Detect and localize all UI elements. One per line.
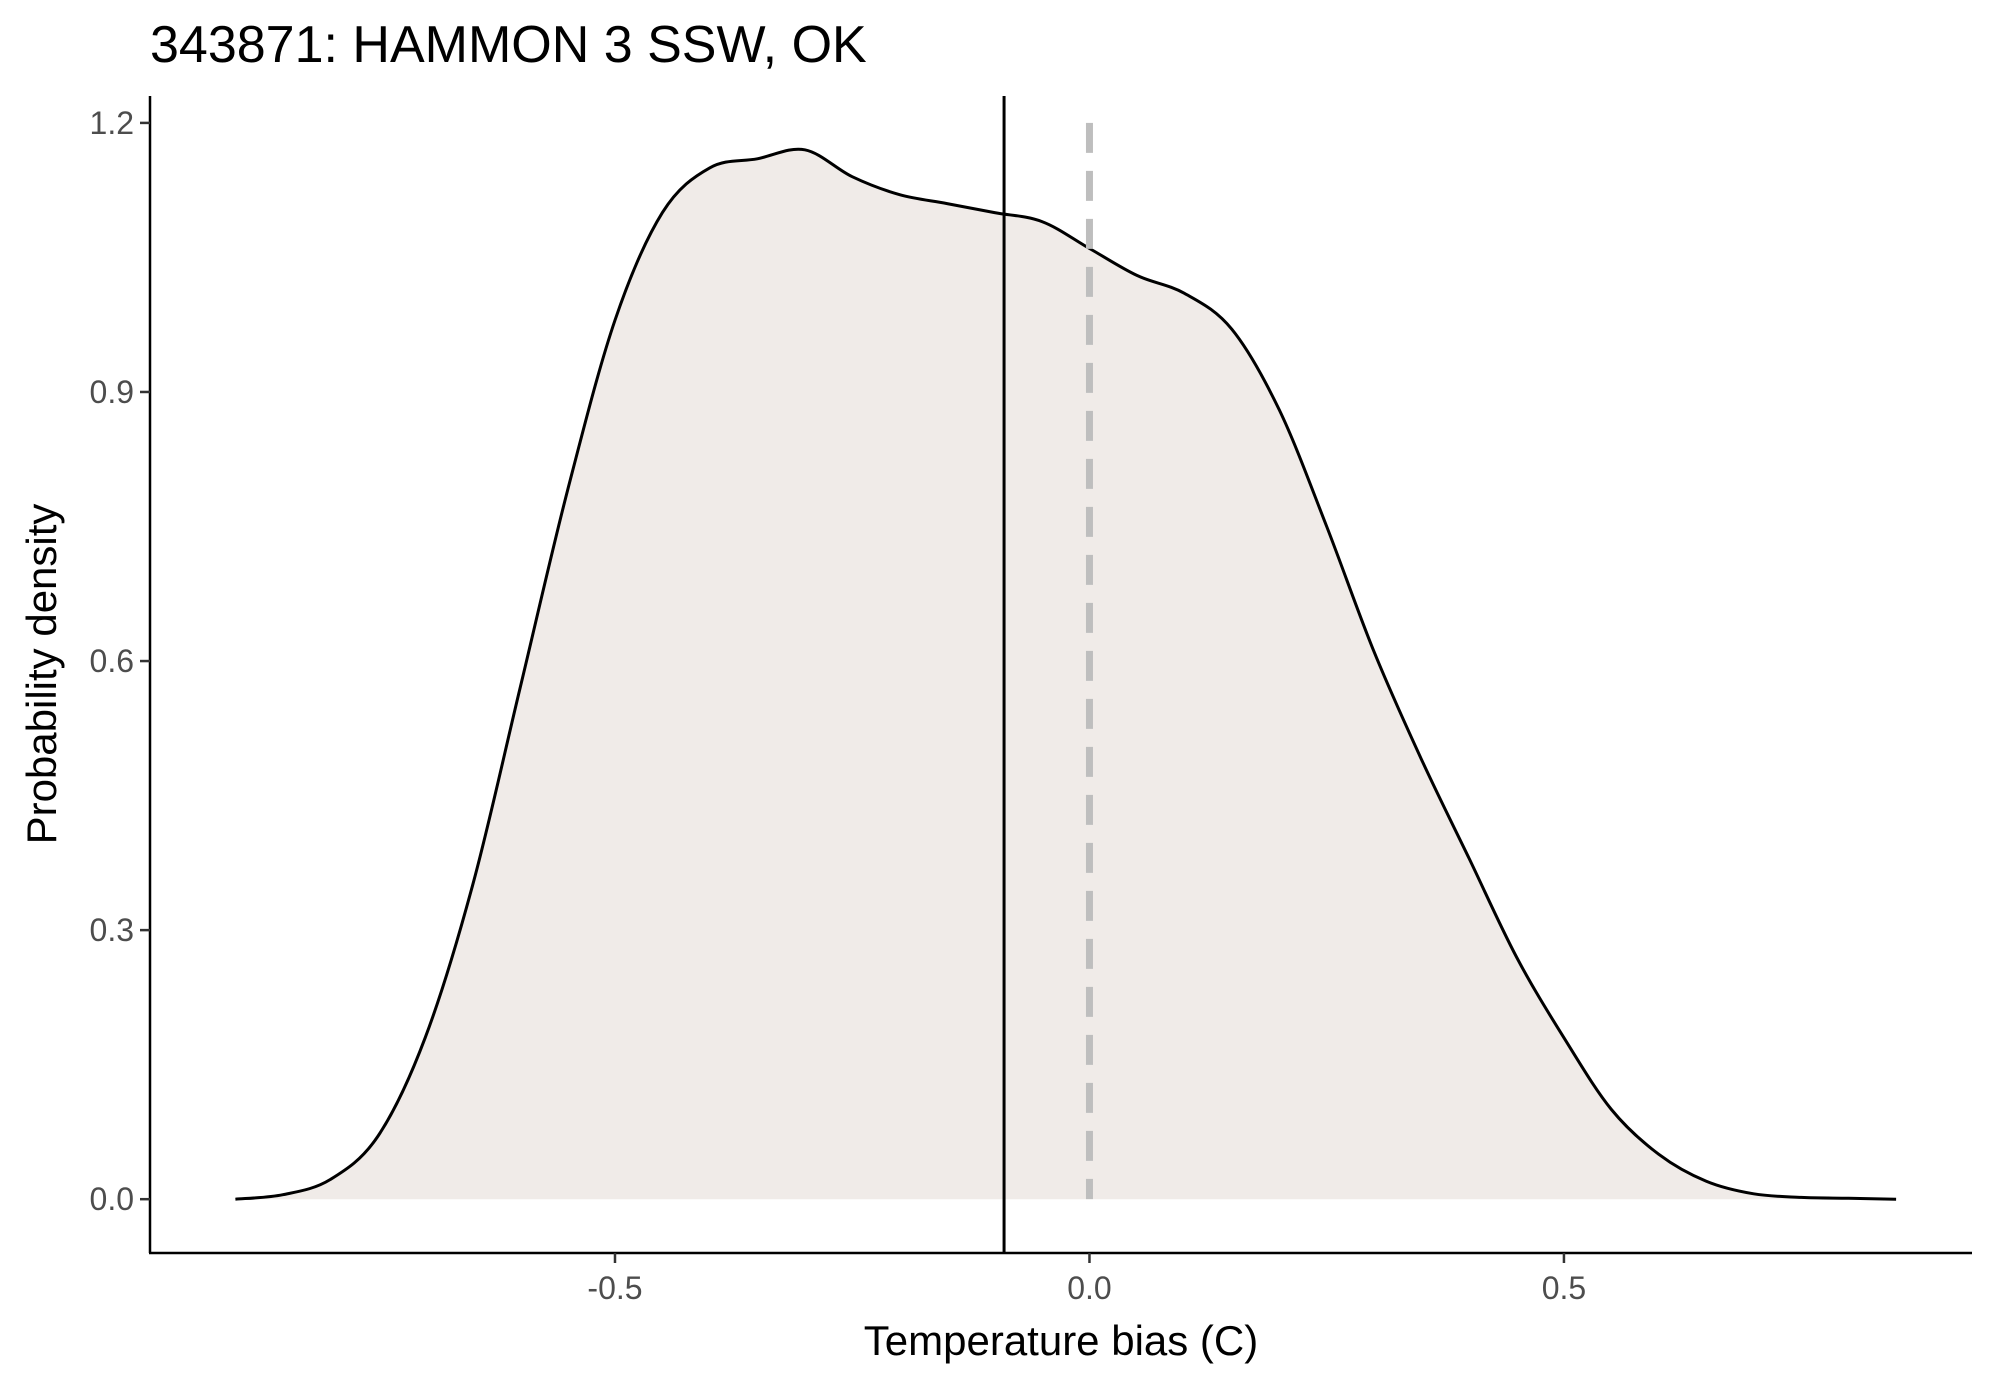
y-tick-label: 0.6 [90, 643, 134, 679]
y-tick-label: 0.9 [90, 374, 134, 410]
density-line [235, 147, 1897, 1201]
y-tick-label: 1.2 [90, 105, 134, 141]
y-tick-label: 0.3 [90, 912, 134, 948]
density-fill [235, 149, 1897, 1200]
chart-title: 343871: HAMMON 3 SSW, OK [150, 16, 867, 74]
y-tick-label: 0.0 [90, 1181, 134, 1217]
x-tick-label: -0.5 [587, 1270, 642, 1306]
y-axis-title: Probability density [18, 504, 65, 845]
x-axis-title: Temperature bias (C) [864, 1317, 1258, 1364]
x-tick-label: 0.5 [1542, 1270, 1586, 1306]
x-axis-ticks: -0.5 0.0 0.5 [587, 1253, 1586, 1306]
y-axis-ticks: 0.0 0.3 0.6 0.9 1.2 [90, 105, 150, 1217]
x-tick-label: 0.0 [1067, 1270, 1111, 1306]
